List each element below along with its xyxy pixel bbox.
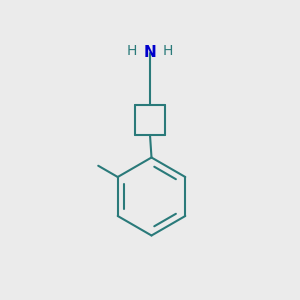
- Text: N: N: [144, 45, 156, 60]
- Text: H: H: [163, 44, 173, 58]
- Text: H: H: [127, 44, 137, 58]
